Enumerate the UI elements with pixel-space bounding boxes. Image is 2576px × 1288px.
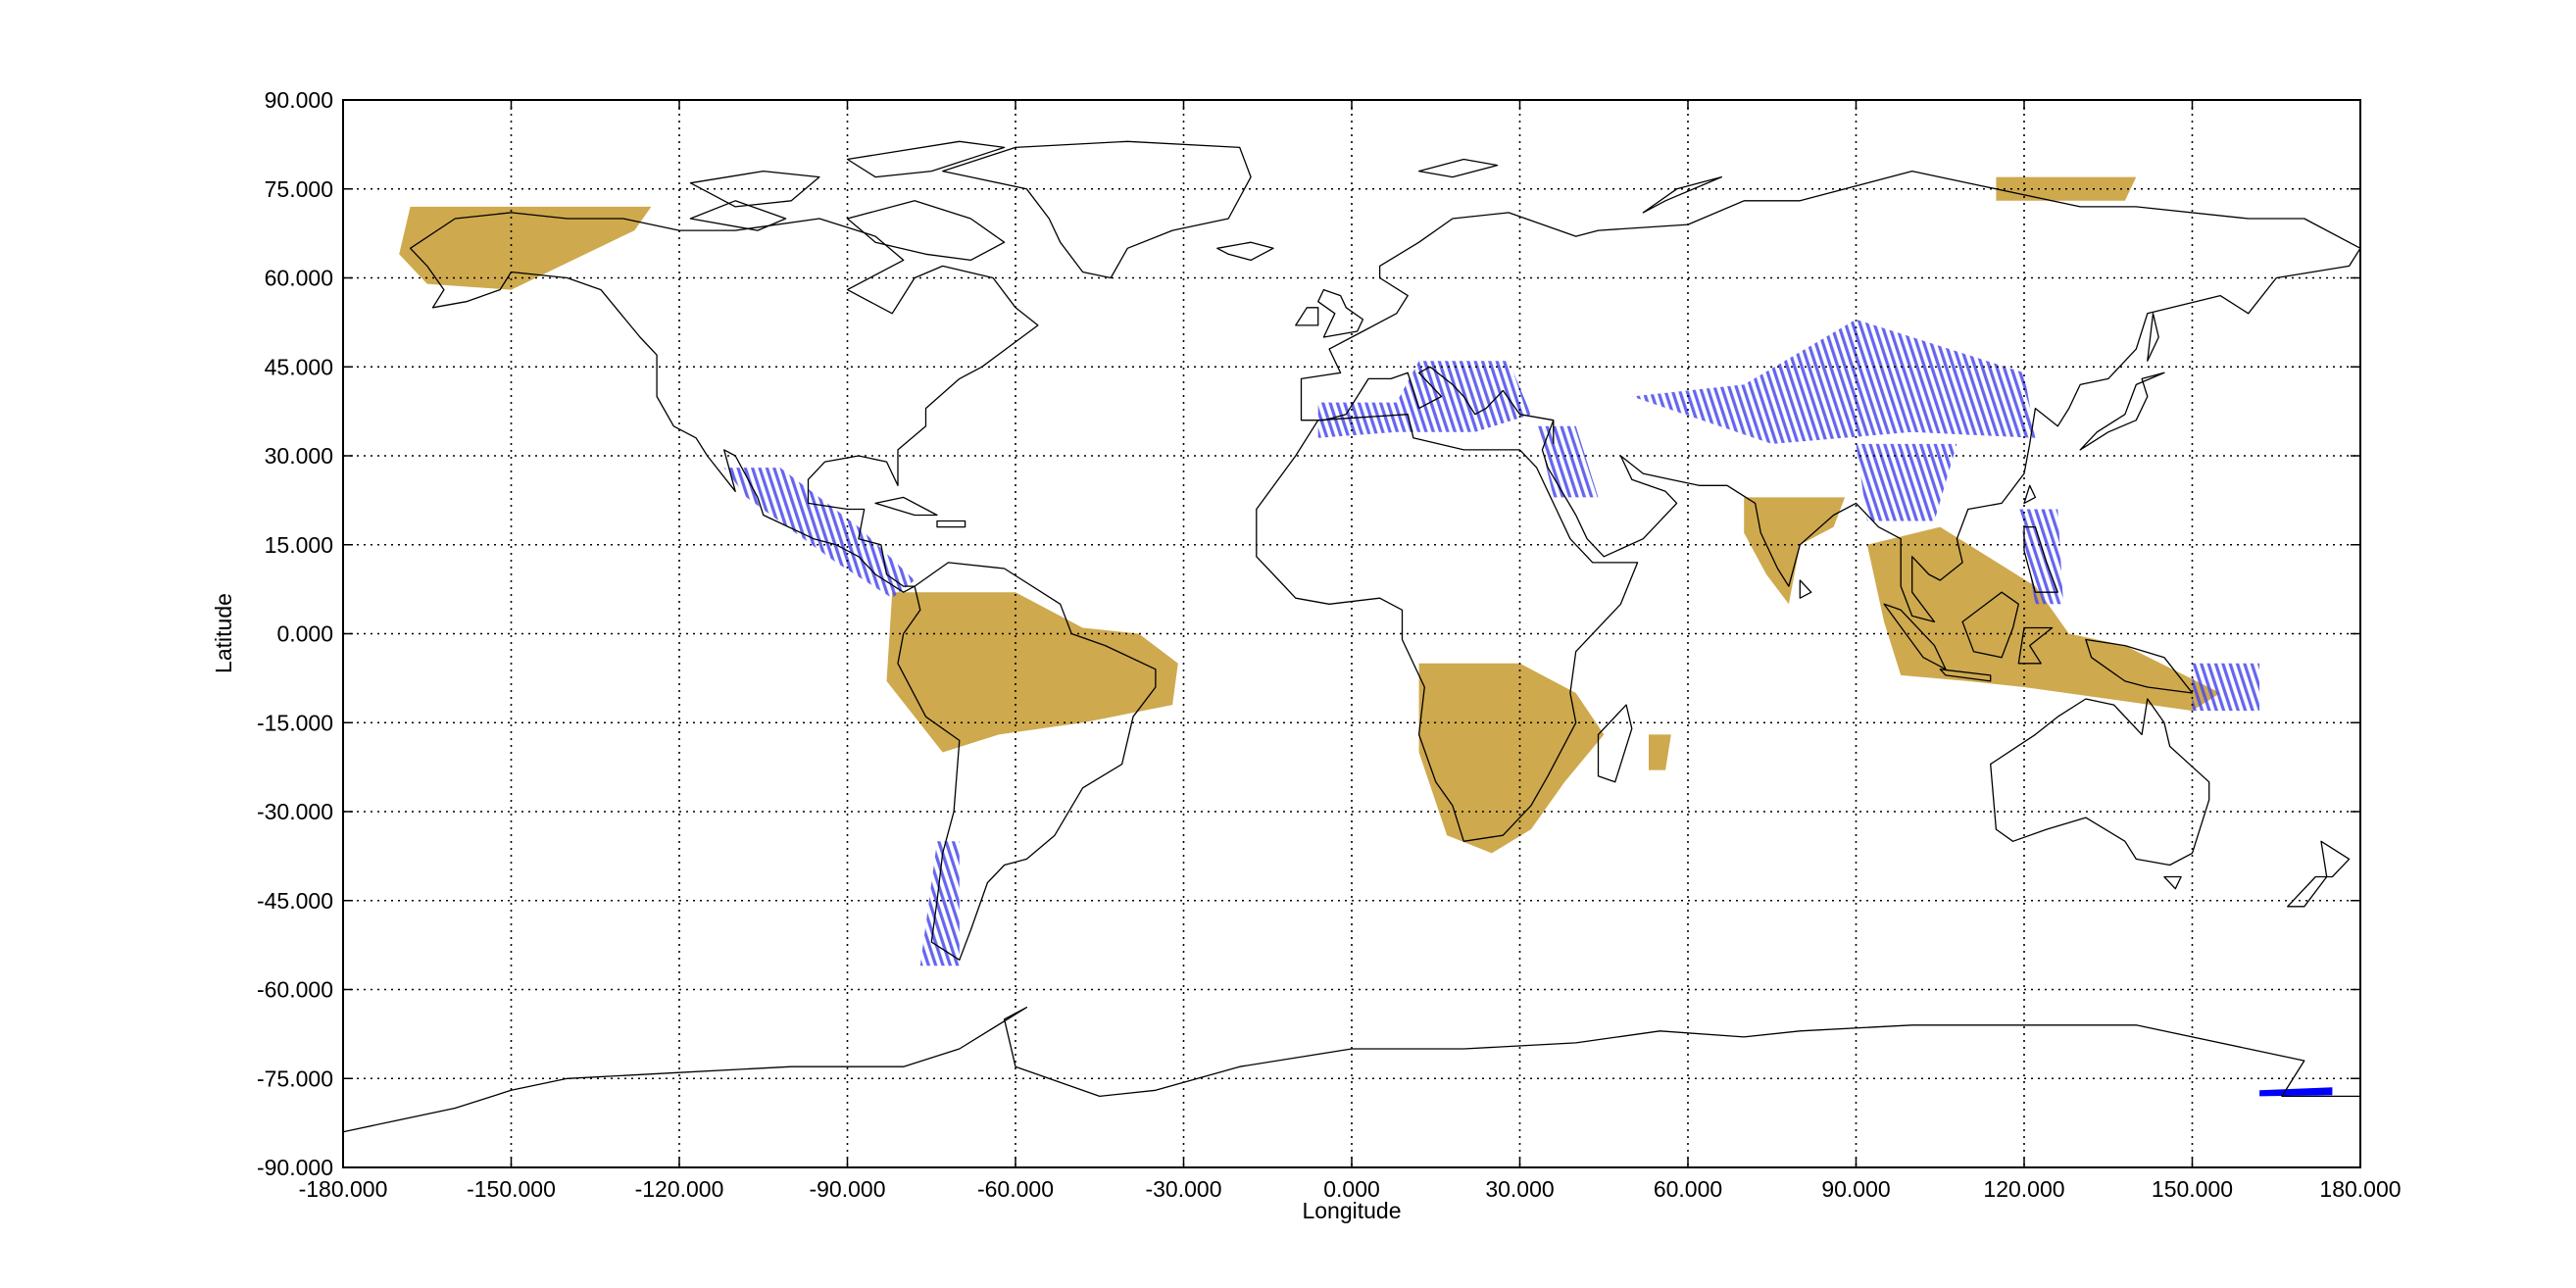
x-axis-ticks: -180.000 -150.000 -120.000 -90.000 -60.000 -3… bbox=[299, 100, 2402, 1202]
coastline-sumatra bbox=[1883, 603, 1947, 670]
coastline-antarctica bbox=[342, 1007, 2360, 1133]
x-tick-label: -90.000 bbox=[809, 1176, 885, 1202]
x-tick-label: 180.000 bbox=[2319, 1176, 2401, 1202]
coastline-north-america bbox=[409, 212, 1039, 593]
y-axis-ticks: -90.000 -75.000 -60.000 -45.000 -30.000 -15.0… bbox=[257, 87, 2360, 1180]
philippines-tracks bbox=[2018, 509, 2063, 605]
coastline-new-guinea bbox=[2085, 638, 2194, 694]
y-tick-label: 30.000 bbox=[265, 443, 333, 469]
y-tick-label: 60.000 bbox=[265, 266, 333, 291]
southern-africa-coverage bbox=[1418, 663, 1605, 854]
y-tick-label: 45.000 bbox=[265, 354, 333, 379]
coastline-sulawesi bbox=[2017, 626, 2054, 665]
coastline-tasmania bbox=[2163, 875, 2182, 890]
y-tick-label: 75.000 bbox=[265, 176, 333, 202]
coastline-new-zealand bbox=[2287, 840, 2351, 908]
central-asia-tracks bbox=[1631, 319, 2036, 444]
coastline-south-america bbox=[897, 562, 1157, 961]
madagascar-coverage bbox=[1649, 734, 1671, 770]
y-tick-label: 15.000 bbox=[265, 532, 333, 558]
y-axis-label: Latitude bbox=[211, 593, 236, 673]
coastline-australia bbox=[1990, 698, 2210, 867]
y-tick-label: -75.000 bbox=[257, 1065, 333, 1091]
amazon-coverage bbox=[886, 592, 1178, 753]
y-tick-label: -60.000 bbox=[257, 977, 333, 1003]
x-tick-label: 60.000 bbox=[1654, 1176, 1722, 1202]
ross-sea-track bbox=[2259, 1087, 2333, 1097]
southeast-asia-coverage bbox=[1866, 526, 2221, 712]
coastline-madagascar bbox=[1597, 704, 1633, 783]
coastline-svalbard bbox=[1417, 158, 1499, 178]
coastline-canadian-arctic-1 bbox=[689, 170, 820, 208]
y-tick-label: -45.000 bbox=[257, 888, 333, 914]
red-sea-tracks bbox=[1536, 425, 1599, 498]
coastline-japan bbox=[2079, 372, 2165, 451]
coastline-hispaniola bbox=[936, 520, 966, 528]
coastline-borneo bbox=[1961, 591, 2019, 659]
y-tick-label: 90.000 bbox=[265, 87, 333, 113]
y-tick-label: -30.000 bbox=[257, 799, 333, 824]
alaska-coverage bbox=[399, 206, 652, 290]
coastline-india-sri-lanka bbox=[1799, 579, 1812, 599]
x-tick-label: 90.000 bbox=[1821, 1176, 1890, 1202]
track-layer bbox=[723, 319, 2333, 1097]
coastline-sakhalin bbox=[2147, 313, 2159, 362]
y-tick-label: 0.000 bbox=[276, 621, 333, 647]
coastline-layer bbox=[342, 140, 2361, 1133]
coastline-cuba bbox=[874, 496, 938, 517]
coastline-novaya-zemlya bbox=[1642, 175, 1722, 214]
coastline-great-britain bbox=[1317, 288, 1364, 338]
coastline-greenland bbox=[942, 140, 1252, 279]
mediterranean-tracks bbox=[1317, 361, 1531, 438]
coastline-taiwan bbox=[2023, 484, 2037, 505]
x-tick-label: 150.000 bbox=[2152, 1176, 2233, 1202]
x-tick-label: -180.000 bbox=[299, 1176, 388, 1202]
x-tick-label: -60.000 bbox=[977, 1176, 1054, 1202]
coastline-baffin bbox=[846, 200, 1006, 262]
x-tick-label: 30.000 bbox=[1485, 1176, 1554, 1202]
coastline-africa bbox=[1256, 414, 1639, 842]
patagonia-tracks bbox=[919, 841, 960, 966]
x-tick-label: -150.000 bbox=[467, 1176, 556, 1202]
coastline-philippines bbox=[2023, 525, 2058, 593]
coverage-layer bbox=[399, 176, 2221, 854]
coastline-canadian-arctic-2 bbox=[846, 140, 1006, 178]
x-tick-label: 0.000 bbox=[1323, 1176, 1380, 1202]
india-coverage bbox=[1744, 497, 1846, 605]
x-tick-label: -120.000 bbox=[635, 1176, 724, 1202]
coastline-iceland bbox=[1216, 241, 1274, 262]
coastline-java bbox=[1939, 669, 1992, 682]
grid-layer bbox=[343, 100, 2360, 1167]
x-axis-label: Longitude bbox=[1302, 1198, 1401, 1223]
coastline-ireland bbox=[1295, 307, 1319, 326]
x-tick-label: 120.000 bbox=[1983, 1176, 2064, 1202]
new-guinea-tracks bbox=[2192, 663, 2260, 712]
coastline-victoria-island bbox=[689, 200, 787, 231]
y-tick-label: -90.000 bbox=[257, 1155, 333, 1180]
burma-tracks bbox=[1856, 443, 1957, 521]
x-tick-label: -30.000 bbox=[1145, 1176, 1221, 1202]
coastline-eurasia bbox=[1300, 170, 2361, 623]
y-tick-label: -15.000 bbox=[257, 710, 333, 735]
